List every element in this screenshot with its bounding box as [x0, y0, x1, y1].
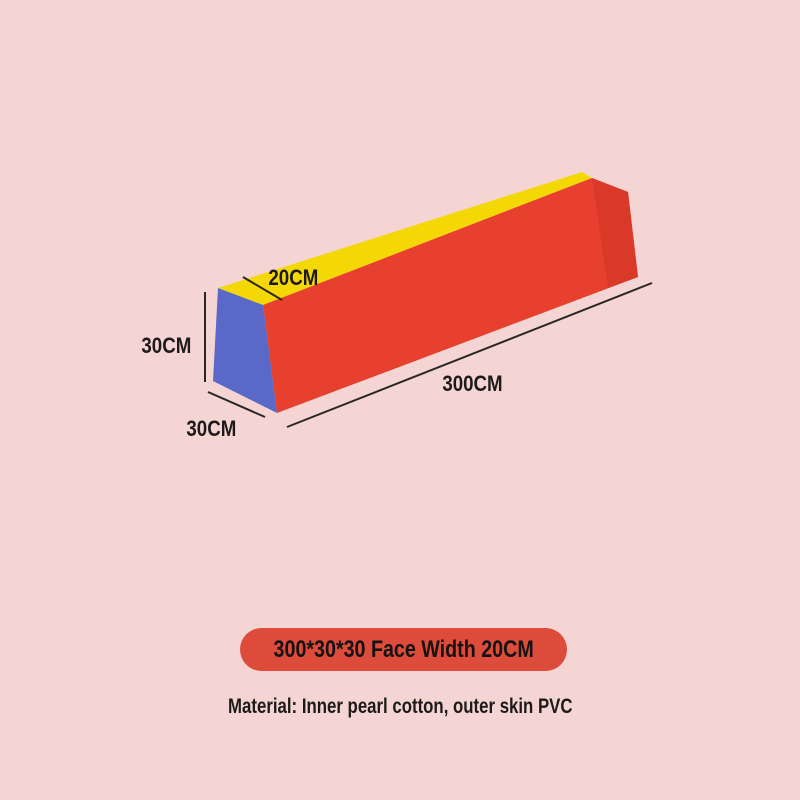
dim-label-length: 300CM — [441, 371, 503, 396]
beam-left-end-face — [213, 288, 277, 413]
dim-line-length — [286, 282, 653, 428]
dim-line-base-depth — [207, 391, 266, 418]
beam-front-face — [263, 178, 638, 413]
dim-label-top-width: 20CM — [268, 265, 318, 290]
material-note-text: Material: Inner pearl cotton, outer skin… — [227, 695, 573, 718]
size-badge: 300*30*30 Face Width 20CM — [240, 628, 567, 671]
dim-label-base-depth: 30CM — [186, 416, 236, 441]
size-badge-label: 300*30*30 Face Width 20CM — [273, 635, 534, 663]
beam-top-face — [218, 172, 592, 305]
beam-right-end-face — [592, 178, 638, 288]
dim-line-top-width — [242, 276, 283, 301]
material-note: Material: Inner pearl cotton, outer skin… — [0, 695, 800, 719]
dim-label-height: 30CM — [141, 333, 191, 358]
